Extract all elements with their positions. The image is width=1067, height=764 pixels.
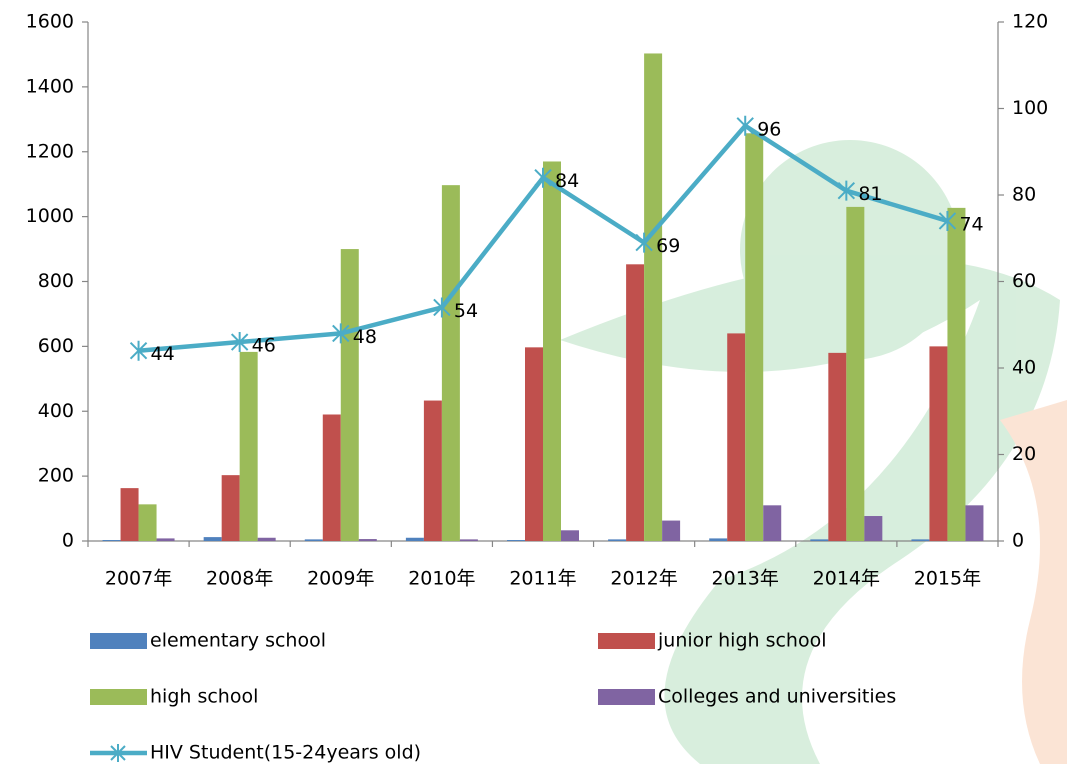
x-tick-label: 2010年 — [408, 568, 475, 590]
legend-marker — [110, 744, 126, 762]
y-tick-label: 1600 — [26, 11, 74, 33]
x-tick-label: 2009年 — [307, 568, 374, 590]
legend-label: high school — [150, 686, 258, 708]
bar — [810, 539, 829, 541]
watermark-shape — [560, 258, 1060, 764]
data-label: 44 — [151, 343, 175, 365]
legend-swatch — [90, 633, 147, 649]
marker — [332, 323, 350, 344]
bar — [405, 537, 424, 541]
data-label: 81 — [858, 183, 882, 205]
watermark-orange — [1000, 400, 1067, 764]
legend-label: elementary school — [150, 630, 326, 652]
legend-label: Colleges and universities — [658, 686, 896, 708]
bar — [102, 540, 121, 541]
x-tick-label: 2013年 — [712, 568, 779, 590]
bar — [525, 347, 543, 541]
bar — [846, 206, 865, 542]
data-label: 74 — [959, 213, 983, 235]
bar — [507, 540, 525, 541]
data-label: 46 — [252, 335, 276, 357]
bar — [947, 207, 966, 541]
bar — [459, 539, 478, 541]
legend-label: junior high school — [657, 630, 827, 652]
y-tick-label: 800 — [38, 270, 74, 292]
bar — [561, 530, 579, 541]
bar — [358, 539, 377, 541]
legend-label: HIV Student(15-24years old) — [150, 742, 421, 764]
y2-tick-label: 120 — [1012, 11, 1048, 33]
data-label: 48 — [353, 326, 377, 348]
bar — [864, 516, 883, 541]
marker — [736, 115, 754, 136]
legend-swatch — [598, 633, 655, 649]
bar — [662, 520, 681, 541]
bar — [745, 133, 764, 541]
bar — [156, 538, 175, 541]
x-tick-label: 2014年 — [813, 568, 880, 590]
bar — [965, 505, 984, 541]
bar — [304, 539, 323, 541]
y-tick-label: 0 — [62, 530, 74, 552]
bar — [221, 475, 240, 541]
bar — [626, 264, 645, 541]
bar — [929, 346, 948, 541]
bar — [763, 505, 782, 541]
y2-tick-label: 0 — [1012, 530, 1024, 552]
x-tick-label: 2007年 — [105, 568, 172, 590]
bar — [911, 539, 930, 541]
bar — [727, 333, 746, 541]
data-label: 54 — [454, 300, 478, 322]
y2-tick-label: 100 — [1012, 97, 1048, 119]
y-tick-label: 600 — [38, 335, 74, 357]
y-tick-label: 1200 — [26, 140, 74, 162]
y2-tick-label: 80 — [1012, 184, 1036, 206]
bar — [120, 488, 139, 541]
y-tick-label: 400 — [38, 400, 74, 422]
bar — [644, 53, 663, 541]
bar — [608, 539, 627, 541]
marker — [534, 167, 552, 188]
legend-swatch — [90, 689, 147, 705]
x-tick-label: 2008年 — [206, 568, 273, 590]
x-tick-label: 2012年 — [610, 568, 677, 590]
legend-swatch — [598, 689, 655, 705]
bar — [828, 352, 847, 541]
y2-tick-label: 40 — [1012, 357, 1036, 379]
data-label: 96 — [757, 118, 781, 140]
bar — [322, 414, 341, 541]
bar — [138, 504, 157, 541]
marker — [230, 332, 249, 353]
bar — [709, 538, 728, 541]
marker — [433, 297, 451, 318]
marker — [938, 210, 957, 231]
data-label: 84 — [555, 170, 579, 192]
x-tick-label: 2015年 — [914, 568, 981, 590]
bar — [423, 400, 442, 541]
y-tick-label: 1000 — [26, 205, 74, 227]
marker — [837, 180, 856, 201]
y2-tick-label: 60 — [1012, 270, 1036, 292]
bar — [441, 185, 460, 541]
x-tick-label: 2011年 — [509, 568, 576, 590]
bar — [257, 537, 276, 541]
marker — [635, 232, 653, 253]
bar — [340, 249, 359, 541]
bar — [239, 351, 258, 541]
y2-tick-label: 20 — [1012, 443, 1036, 465]
y-tick-label: 1400 — [26, 75, 74, 97]
data-label: 69 — [656, 235, 680, 257]
marker — [129, 340, 148, 361]
bar — [203, 537, 222, 541]
bar — [543, 161, 561, 541]
y-tick-label: 200 — [38, 465, 74, 487]
